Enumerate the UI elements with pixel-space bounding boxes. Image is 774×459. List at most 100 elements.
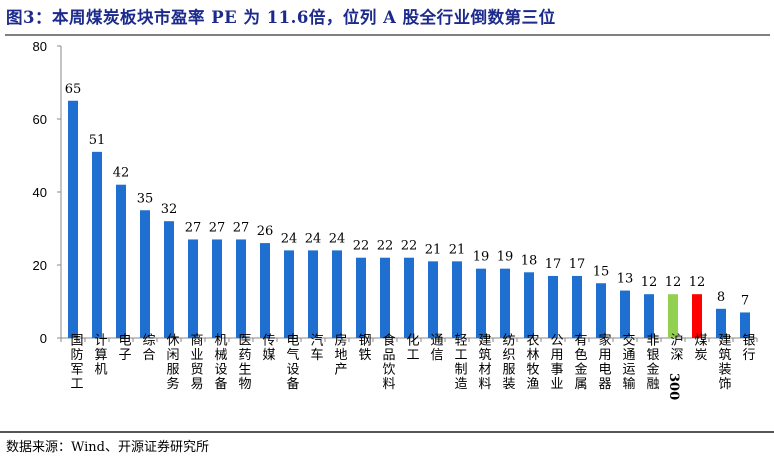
label-char: 农 <box>527 333 540 348</box>
label-char: 属 <box>575 377 588 392</box>
data-label: 21 <box>425 242 442 257</box>
label-char: 炭 <box>695 348 708 363</box>
x-tick-label: 传媒 <box>263 333 276 363</box>
data-label: 22 <box>353 239 370 254</box>
bar-计算机 <box>92 151 102 338</box>
bar-有色金属 <box>572 275 582 338</box>
bar-纺织服装 <box>500 268 510 338</box>
x-tick-label: 电气设备 <box>287 333 300 392</box>
bar-国防军工 <box>68 100 78 338</box>
label-char: 易 <box>191 377 204 392</box>
bar-传媒 <box>260 243 270 338</box>
bar-电子 <box>116 184 126 338</box>
label-char: 运 <box>623 362 636 377</box>
label-char: 料 <box>479 377 492 392</box>
label-char: 饰 <box>719 377 732 392</box>
x-tick-label: 钢铁 <box>359 333 372 363</box>
label-char: 钢 <box>359 333 372 348</box>
label-char: 料 <box>383 377 396 392</box>
data-label: 7 <box>741 293 749 308</box>
label-char: 有 <box>575 333 588 348</box>
x-tick-label: 煤炭 <box>695 333 708 363</box>
label-char: 子 <box>119 348 132 363</box>
label-char: 器 <box>599 377 612 392</box>
y-tick-label: 0 <box>40 331 47 346</box>
label-char: 设 <box>215 362 228 377</box>
title-divider <box>5 34 770 36</box>
label-char: 休 <box>167 333 180 348</box>
label-char: 融 <box>647 377 660 392</box>
data-label: 12 <box>689 275 706 290</box>
bar-非银金融 <box>644 294 654 338</box>
bar-机械设备 <box>212 239 222 338</box>
data-label: 17 <box>545 257 562 272</box>
label-char: 织 <box>503 348 516 363</box>
label-char: 电 <box>287 333 300 348</box>
x-tick-label: 国防军工 <box>71 333 84 392</box>
label-char: 事 <box>551 362 564 377</box>
label-char: 非 <box>647 333 660 348</box>
source-note: 数据来源：Wind、开源证券研究所 <box>6 440 209 455</box>
x-tick-label: 机械设备 <box>215 333 228 392</box>
x-tick-label: 非银金融 <box>647 333 660 392</box>
data-label: 24 <box>329 231 346 246</box>
label-char: 沪 <box>671 332 684 348</box>
x-tick-label: 公用事业 <box>551 333 564 392</box>
label-char: 色 <box>575 347 588 363</box>
label-char: 国 <box>71 333 84 348</box>
data-label: 22 <box>401 239 418 254</box>
x-tick-label: 计算机 <box>95 333 108 377</box>
label-char: 筑 <box>719 347 732 363</box>
bar-建筑材料 <box>476 268 486 338</box>
label-char: 装 <box>719 362 732 377</box>
label-char: 地 <box>335 348 348 363</box>
label-char: 用 <box>599 348 612 363</box>
bar-建筑装饰 <box>716 308 726 338</box>
label-char: 务 <box>167 376 180 392</box>
x-tick-label: 轻工制造 <box>455 333 468 392</box>
label-char: 房 <box>335 332 348 348</box>
label-char: 材 <box>479 362 492 377</box>
label-char: 电 <box>119 333 132 348</box>
label-char: 综 <box>143 333 156 348</box>
x-tick-label: 商业贸易 <box>191 333 204 392</box>
data-label: 17 <box>569 257 586 272</box>
label-char: 工 <box>71 377 84 392</box>
label-char: 商 <box>191 333 204 348</box>
label-char: 金 <box>575 361 588 377</box>
data-label: 18 <box>521 253 538 268</box>
x-tick-label: 医药生物 <box>239 333 252 392</box>
data-label: 35 <box>137 191 154 206</box>
x-tick-label: 家用电器 <box>599 332 612 392</box>
label-char: 公 <box>551 333 564 348</box>
bar-家用电器 <box>596 283 606 338</box>
label-char: 机 <box>95 362 108 377</box>
x-tick-label: 化工 <box>407 333 420 363</box>
x-tick-label: 沪深 300 <box>667 332 684 400</box>
label-char: 筑 <box>479 347 492 363</box>
label-char: 电 <box>599 362 612 377</box>
label-char: 工 <box>407 348 420 363</box>
data-label: 15 <box>593 264 610 279</box>
label-char: 业 <box>191 348 204 363</box>
label-char: 计 <box>95 333 108 348</box>
data-label: 65 <box>65 82 82 97</box>
bar-钢铁 <box>356 257 366 338</box>
label-char: 生 <box>239 362 252 377</box>
bar-chart: 02040608065国防军工51计算机42电子35综合32休闲服务27商业贸易… <box>33 39 758 400</box>
data-label: 42 <box>113 166 130 181</box>
label-char: 备 <box>287 376 300 392</box>
bar-煤炭 <box>692 294 702 338</box>
label-char: 牧 <box>527 362 540 377</box>
source-divider <box>0 431 774 433</box>
label-char: 制 <box>455 362 468 377</box>
bar-食品饮料 <box>380 257 390 338</box>
label-char: 机 <box>215 333 228 348</box>
bar-公用事业 <box>548 275 558 338</box>
data-label: 22 <box>377 239 394 254</box>
x-tick-label: 房地产 <box>335 332 348 377</box>
label-char: 金 <box>647 361 660 377</box>
x-tick-label: 有色金属 <box>575 333 588 392</box>
x-tick-label: 建筑装饰 <box>719 333 732 392</box>
x-tick-label: 电子 <box>119 333 132 363</box>
